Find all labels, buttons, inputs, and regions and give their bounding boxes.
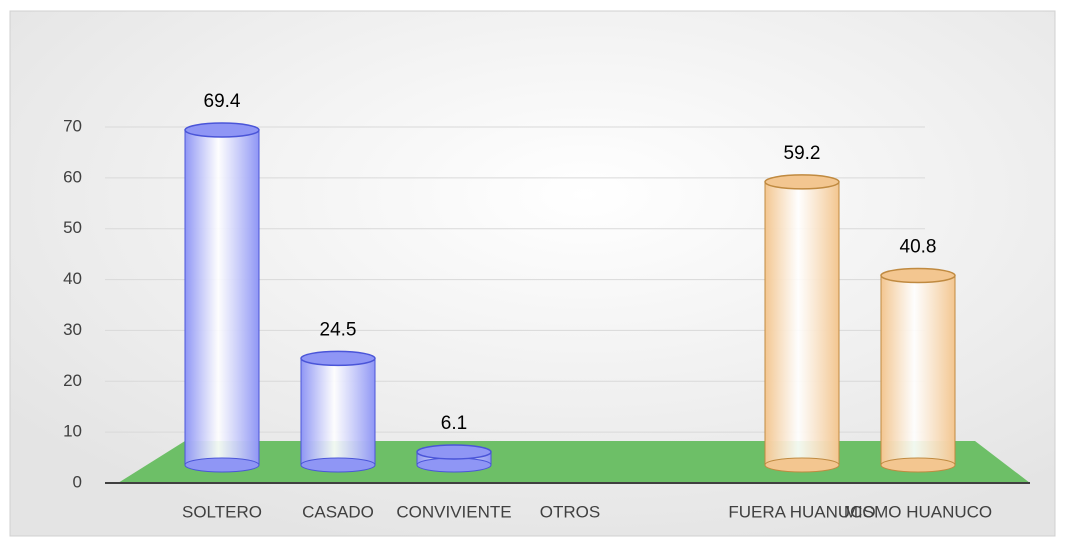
- y-tick-label: 70: [63, 116, 82, 135]
- x-tick-label: MISMO HUANUCO: [844, 502, 992, 521]
- bar-top: [184, 122, 260, 138]
- y-tick-label: 10: [63, 422, 82, 441]
- y-tick-label: 0: [73, 472, 82, 491]
- bar-body: [184, 129, 260, 466]
- value-label: 40.8: [900, 237, 937, 258]
- y-tick-label: 60: [63, 167, 82, 186]
- bar-bottom: [300, 457, 376, 473]
- value-label: 24.5: [320, 319, 357, 340]
- x-tick-label: SOLTERO: [182, 502, 262, 521]
- x-tick-label: OTROS: [540, 502, 600, 521]
- bar: [416, 444, 492, 473]
- value-label: 59.2: [784, 143, 821, 164]
- bar-top: [416, 444, 492, 460]
- y-tick-label: 50: [63, 218, 82, 237]
- bar: [764, 174, 840, 473]
- bar-body: [880, 275, 956, 466]
- bar: [300, 350, 376, 473]
- bar: [880, 267, 956, 473]
- bar-body: [764, 181, 840, 466]
- bar-bottom: [880, 457, 956, 473]
- y-tick-label: 20: [63, 371, 82, 390]
- y-tick-label: 30: [63, 320, 82, 339]
- bar-top: [300, 350, 376, 367]
- y-tick-label: 40: [63, 269, 82, 288]
- bar-top: [764, 174, 840, 190]
- x-tick-label: CASADO: [302, 502, 374, 521]
- bar-bottom: [764, 457, 840, 473]
- bar-bottom: [416, 457, 492, 473]
- value-label: 6.1: [441, 413, 467, 434]
- x-tick-label: CONVIVIENTE: [396, 502, 511, 521]
- bar-top: [880, 267, 956, 284]
- value-label: 69.4: [204, 91, 241, 112]
- bar-body: [300, 357, 376, 466]
- bar-bottom: [184, 457, 260, 473]
- x-tick-label: FUERA HUANUCO: [728, 502, 875, 521]
- bar: [184, 122, 260, 473]
